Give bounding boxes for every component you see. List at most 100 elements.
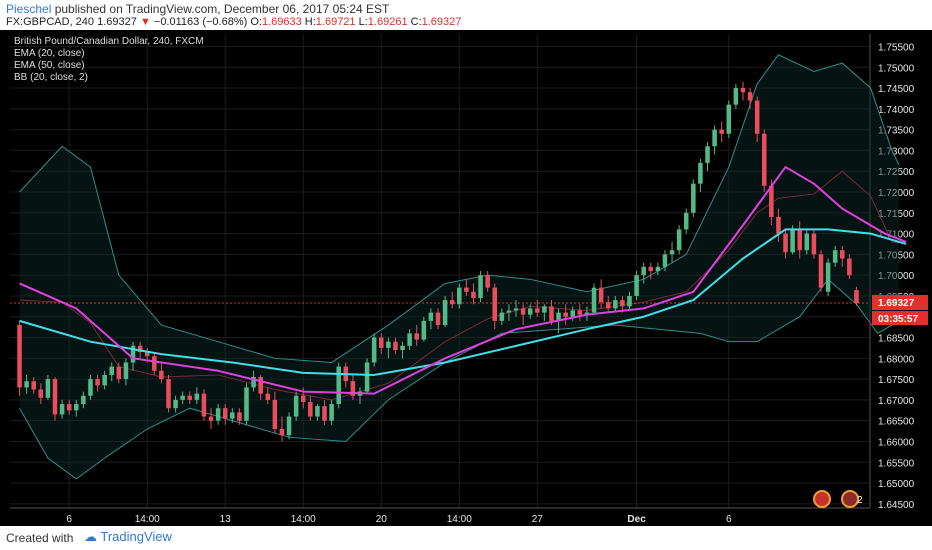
x-tick-label: 6 xyxy=(726,514,732,525)
candle-body xyxy=(152,356,157,371)
ema50-line xyxy=(19,228,907,376)
candle-body xyxy=(648,266,654,271)
candle-body xyxy=(407,333,412,346)
candle-body xyxy=(485,275,490,288)
candle-body xyxy=(641,266,646,276)
y-tick-label: 1.67500 xyxy=(878,375,915,386)
candle-body xyxy=(237,412,242,421)
candle-body xyxy=(428,312,434,321)
legend-ema20: EMA (20, close) xyxy=(14,48,85,59)
y-tick-label: 1.65000 xyxy=(878,479,915,490)
candle-body xyxy=(761,133,767,186)
candle-body xyxy=(577,310,583,315)
candle-body xyxy=(506,310,512,313)
down-arrow-icon: ▼ xyxy=(139,16,151,28)
low-value: 1.69261 xyxy=(367,16,408,28)
candle-body xyxy=(733,88,739,105)
candle-body xyxy=(797,229,802,251)
candle-body xyxy=(421,320,427,340)
candle-body xyxy=(31,381,37,390)
candle-body xyxy=(137,345,143,353)
y-tick-label: 1.70000 xyxy=(878,271,915,282)
x-tick-label: 27 xyxy=(532,514,544,525)
candle-body xyxy=(627,295,632,307)
candle-body xyxy=(95,379,100,386)
tradingview-logo[interactable]: ☁ TradingView xyxy=(84,529,172,545)
candle-body xyxy=(272,399,278,429)
candle-body xyxy=(698,162,703,184)
candle-body xyxy=(66,404,72,411)
candle-body xyxy=(471,291,476,299)
x-tick-label: 13 xyxy=(220,514,232,525)
candle-body xyxy=(776,216,781,234)
price-chart[interactable]: 1.75500 1.75000 1.74500 1.74000 1.73500 1.730… xyxy=(0,30,932,526)
open-label: O: xyxy=(250,16,262,28)
legend-title: British Pound/Canadian Dollar, 240, FXCM xyxy=(14,36,204,47)
y-tick-label: 1.73500 xyxy=(878,126,915,137)
candle-body xyxy=(244,387,249,421)
candle-body xyxy=(350,381,356,396)
last-price-tag xyxy=(872,295,928,311)
y-tick-label: 1.73000 xyxy=(878,146,915,157)
candle-body xyxy=(591,287,597,313)
candle-body xyxy=(464,287,469,292)
candle-body xyxy=(839,250,845,259)
y-tick-label: 1.74500 xyxy=(878,84,915,95)
candle-body xyxy=(563,312,568,317)
candle-body xyxy=(45,379,51,398)
candle-body xyxy=(634,275,639,296)
author-link[interactable]: Pieschel xyxy=(6,2,52,16)
candle-body xyxy=(605,302,611,309)
change-value: −0.01163 (−0.68%) xyxy=(153,16,248,28)
candle-body xyxy=(712,129,717,147)
x-tick-label: 6 xyxy=(66,514,72,525)
candle-body xyxy=(620,300,625,307)
last-price: 1.69327 xyxy=(97,16,137,28)
candle-body xyxy=(478,275,483,299)
candle-body xyxy=(542,306,547,313)
candle-body xyxy=(435,312,441,326)
candle-body xyxy=(166,379,171,409)
y-tick-label: 1.66000 xyxy=(878,437,915,448)
candle-body xyxy=(123,362,129,380)
candle-body xyxy=(251,377,256,388)
event-flag-icon xyxy=(813,490,831,508)
candle-body xyxy=(17,325,22,388)
countdown-tag xyxy=(872,311,928,326)
candle-body xyxy=(691,183,696,213)
candle-body xyxy=(535,308,540,313)
candle-body xyxy=(130,345,136,363)
candle-body xyxy=(811,233,817,255)
y-tick-label: 1.72500 xyxy=(878,167,915,178)
candle-body xyxy=(556,312,561,321)
candle-body xyxy=(414,333,419,340)
candle-body xyxy=(230,412,235,419)
candle-body xyxy=(378,337,384,348)
candle-body xyxy=(400,345,405,350)
publish-line: Pieschel published on TradingView.com, D… xyxy=(6,2,389,16)
candle-body xyxy=(81,395,86,405)
bb-lower-line xyxy=(19,278,900,480)
candle-body xyxy=(442,300,448,326)
candle-body xyxy=(683,212,689,230)
candle-body xyxy=(754,100,760,134)
candle-body xyxy=(520,308,526,315)
candle-body xyxy=(300,395,306,402)
candle-body xyxy=(286,416,292,436)
y-tick-label: 1.68000 xyxy=(878,354,915,365)
y-tick-label: 1.71000 xyxy=(878,230,915,241)
candle-body xyxy=(279,429,285,436)
candle-body xyxy=(854,290,859,304)
high-label: H: xyxy=(304,16,316,28)
candle-body xyxy=(371,337,377,363)
candle-body xyxy=(74,404,79,411)
x-tick-label: 14:00 xyxy=(135,514,160,525)
candle-body xyxy=(513,308,519,311)
candle-body xyxy=(847,258,852,276)
candle-body xyxy=(598,287,604,303)
candle-body xyxy=(222,408,228,419)
y-tick-label: 1.75000 xyxy=(878,63,915,74)
chart-area[interactable]: 1.75500 1.75000 1.74500 1.74000 1.73500 1.730… xyxy=(0,30,932,526)
legend-bb: BB (20, close, 2) xyxy=(14,72,88,83)
candle-body xyxy=(265,393,271,400)
